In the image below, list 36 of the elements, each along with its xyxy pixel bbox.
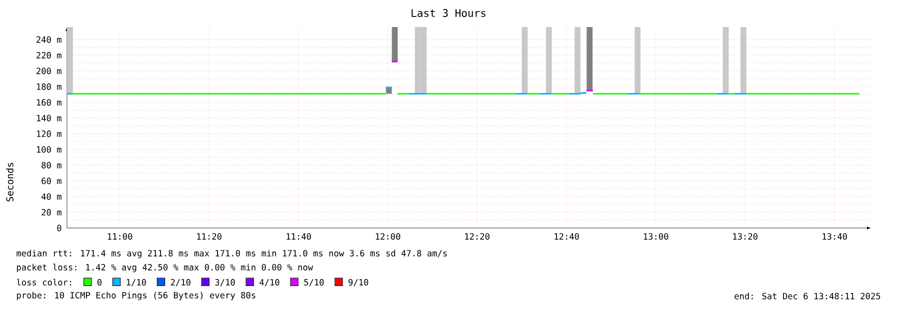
legend-label: 2/10 — [170, 279, 190, 286]
y-tick-label: 240 m — [36, 36, 62, 43]
x-tick-label: 11:00 — [108, 233, 132, 240]
y-tick-label: 180 m — [36, 83, 62, 90]
y-tick-label: 20 m — [42, 209, 62, 216]
y-tick-label: 140 m — [36, 114, 62, 122]
legend-label: 5/10 — [304, 279, 324, 286]
legend-label: 1/10 — [126, 279, 146, 286]
x-tick-label: 12:20 — [465, 233, 490, 240]
x-tick-label: 12:40 — [554, 233, 579, 240]
y-tick-label: 100 m — [36, 146, 62, 153]
x-tick-label: 11:20 — [197, 233, 222, 240]
y-tick-label: 80 m — [42, 162, 62, 168]
y-tick-label: 220 m — [36, 52, 62, 59]
legend-label: 0 — [97, 279, 102, 286]
x-tick-label: 13:40 — [822, 233, 847, 240]
x-tick-label: 11:40 — [286, 233, 311, 240]
text: end: Sat Dec 6 13:48:11 2025 — [734, 292, 880, 300]
legend-label: 4/10 — [260, 279, 280, 286]
x-tick-label: 12:00 — [376, 233, 400, 240]
y-tick-label: 40 m — [42, 193, 62, 200]
y-tick-label: 60 m — [42, 178, 62, 184]
legend-label: 9/10 — [348, 279, 368, 286]
text: packet loss: 1.42 % avg 42.50 % max 0.00 % min 0.00 % now — [17, 264, 314, 272]
y-tick-label: 200 m — [36, 68, 62, 74]
x-tick-label: 13:00 — [644, 233, 668, 240]
y-tick-label: 160 m — [36, 99, 62, 106]
x-tick-label: 13:20 — [733, 233, 758, 240]
y-tick-label: 0 — [57, 224, 62, 232]
chart-title: Last 3 Hours — [412, 9, 486, 18]
legend-label: 3/10 — [215, 279, 235, 286]
text: probe: 10 ICMP Echo Pings (56 Bytes) every 80s — [17, 292, 256, 300]
text: median rtt: 171.4 ms avg 211.8 ms max 171.0 ms min 171.0 ms now 3.6 ms sd 47.8 am/s — [16, 250, 447, 258]
y-axis-title: Seconds — [6, 162, 14, 202]
legend-title: loss color: — [16, 278, 72, 286]
y-tick-label: 120 m — [36, 130, 62, 138]
